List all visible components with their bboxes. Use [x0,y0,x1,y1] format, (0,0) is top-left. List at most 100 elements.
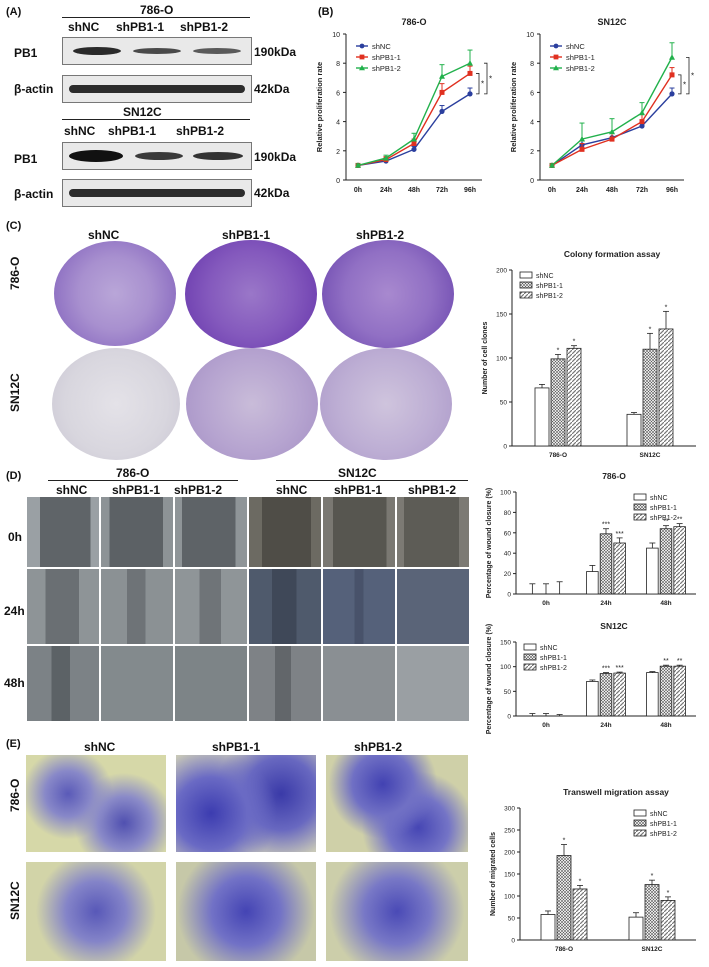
y-tick-label: 4 [530,120,534,127]
legend-label: shPB1-2 [536,293,563,300]
bar [659,528,673,595]
legend-swatch [523,653,537,661]
legend-marker [359,65,365,71]
transwell-bar-chart: Transwell migration assay 0 50 100 150 200 250… [490,787,696,953]
wound-tile [322,496,396,568]
bar [644,884,660,941]
band [69,189,245,197]
significance-star: *** [602,522,610,529]
y-tick-label: 100 [504,894,515,901]
wound-grid [26,496,470,722]
wound-group-2: SN12C [338,466,377,480]
y-tick-label: 150 [500,640,511,647]
data-point [669,54,675,60]
significance-bracket [476,73,480,95]
transwell-col-2: shPB1-1 [212,740,261,754]
significance-star: * [665,304,668,311]
bar [540,914,556,941]
x-tick-label: SN12C [640,452,661,459]
chart-title: 786-O [602,471,626,481]
data-point [669,91,675,97]
significance-star: * [667,890,670,897]
x-tick-label: 72h [436,187,448,194]
band [193,48,241,54]
significance-star: * [651,873,654,880]
panel-d-label: (D) [6,470,22,482]
wb-bottom-cellline: SN12C [123,105,162,119]
y-tick-label: 100 [500,664,511,671]
legend-label: shPB1-1 [372,53,401,62]
legend-label: shNC [540,645,558,652]
y-tick-label: 8 [530,61,534,68]
y-axis-label: Number of migrated cells [490,832,497,916]
y-tick-label: 0 [507,592,511,599]
x-tick-label: SN12C [642,946,663,953]
chart-title: SN12C [597,17,627,27]
significance-bracket [484,62,488,95]
wb-bottom-lane-1: shNC [64,124,96,138]
x-tick-label: 24h [576,187,588,194]
x-tick-label: 786-O [555,946,573,953]
significance-star: * [481,80,484,89]
y-tick-label: 2 [336,149,340,156]
band [69,150,123,162]
prolif-sn12c-chart: SN12C 0 2 4 6 8 10 0h 24h 48h 72h 96h Relative proli… [509,17,694,194]
significance-star: * [557,347,560,354]
legend-label: shNC [650,495,668,502]
data-point [467,60,473,66]
legend-swatch [519,271,533,279]
significance-star: * [691,72,694,81]
x-tick-label: 48h [606,187,618,194]
bar [642,348,658,447]
significance-star: * [649,326,652,333]
transwell-sn12c-shpb1-1 [176,862,316,961]
data-point [579,146,585,152]
significance-star: * [489,75,492,84]
y-tick-label: 200 [504,850,515,857]
y-tick-label: 6 [530,90,534,97]
significance-star: ** [677,658,683,665]
colony-dish-sn12c-shpb1-2 [320,348,452,460]
significance-bracket [678,74,682,95]
data-point [609,136,615,142]
band [73,47,121,55]
y-tick-label: 2 [530,149,534,156]
bar [599,533,613,595]
wound-col-3: shPB1-2 [174,483,223,497]
panel-c-label: (C) [6,220,22,232]
panel-e-label: (E) [6,738,21,750]
y-tick-label: 8 [336,61,340,68]
legend-label: shNC [372,42,391,51]
legend-label: shPB1-2 [650,831,677,838]
wound-col-6: shPB1-2 [408,483,457,497]
y-axis-label: Percentage of wound closure (%) [486,624,493,734]
x-tick-label: 786-O [549,452,567,459]
legend-marker [359,54,365,60]
data-point [549,162,555,168]
data-point [439,108,445,114]
significance-star: *** [602,666,610,673]
wound-tile [174,568,248,645]
bar [626,413,642,447]
colony-row-1: 786-O [8,256,22,290]
series-line [551,57,673,166]
data-point [411,135,417,142]
wound-tile [396,645,470,722]
transwell-row-1: 786-O [8,778,22,812]
bar [646,547,659,595]
data-point [639,119,645,125]
bar [534,387,550,447]
y-tick-label: 250 [504,828,515,835]
significance-star: ** [663,519,669,526]
bar [599,673,613,717]
transwell-col-3: shPB1-2 [354,740,403,754]
y-tick-label: 100 [496,356,507,363]
y-tick-label: 40 [504,551,512,558]
wound-time-0h: 0h [8,530,23,544]
y-tick-label: 0 [530,178,534,185]
wound-tile [174,645,248,722]
y-tick-label: 0 [511,938,515,945]
y-tick-label: 150 [504,872,515,879]
colony-dish-sn12c-shnc [52,348,180,460]
transwell-row-2: SN12C [8,881,22,920]
